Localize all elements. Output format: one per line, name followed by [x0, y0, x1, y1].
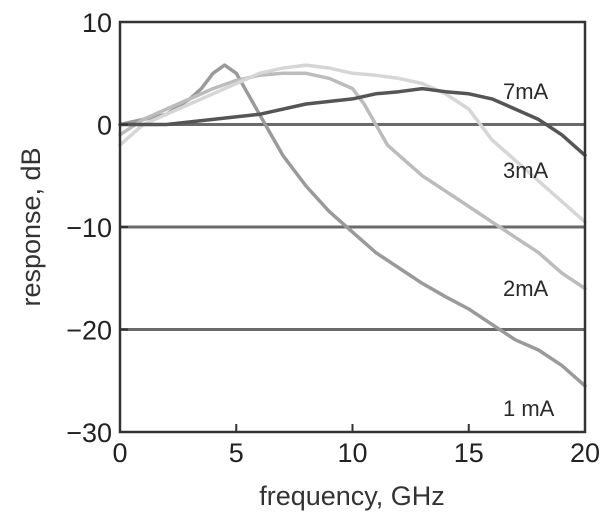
y-tick-label: 10	[82, 8, 112, 38]
y-tick-label: −30	[66, 418, 112, 448]
series-labels: 1 mA 2mA 3mA 7mA	[503, 79, 555, 421]
x-tick-label: 10	[337, 438, 367, 468]
x-tick-label: 0	[112, 438, 127, 468]
x-axis-label: frequency, GHz	[259, 481, 445, 511]
series-label-7ma: 7mA	[503, 79, 549, 104]
x-ticks: 0 5 10 15 20	[112, 424, 600, 468]
series-line-2ma	[118, 71, 587, 291]
series-label-1ma: 1 mA	[503, 396, 555, 421]
series-line-3ma	[118, 63, 587, 224]
series-lines	[118, 63, 587, 388]
y-ticks: 10 0 −10 −20 −30	[66, 8, 128, 448]
series-line-1ma	[118, 63, 587, 388]
series-line-7ma	[118, 86, 587, 158]
series-label-3ma: 3mA	[503, 158, 549, 183]
x-tick-label: 20	[570, 438, 600, 468]
x-tick-label: 5	[229, 438, 244, 468]
gridlines	[120, 123, 585, 331]
y-tick-label: −10	[66, 213, 112, 243]
y-tick-label: −20	[66, 316, 112, 346]
y-axis-label: response, dB	[16, 147, 46, 306]
series-label-2ma: 2mA	[503, 276, 549, 301]
y-tick-label: 0	[97, 111, 112, 141]
x-tick-label: 15	[454, 438, 484, 468]
